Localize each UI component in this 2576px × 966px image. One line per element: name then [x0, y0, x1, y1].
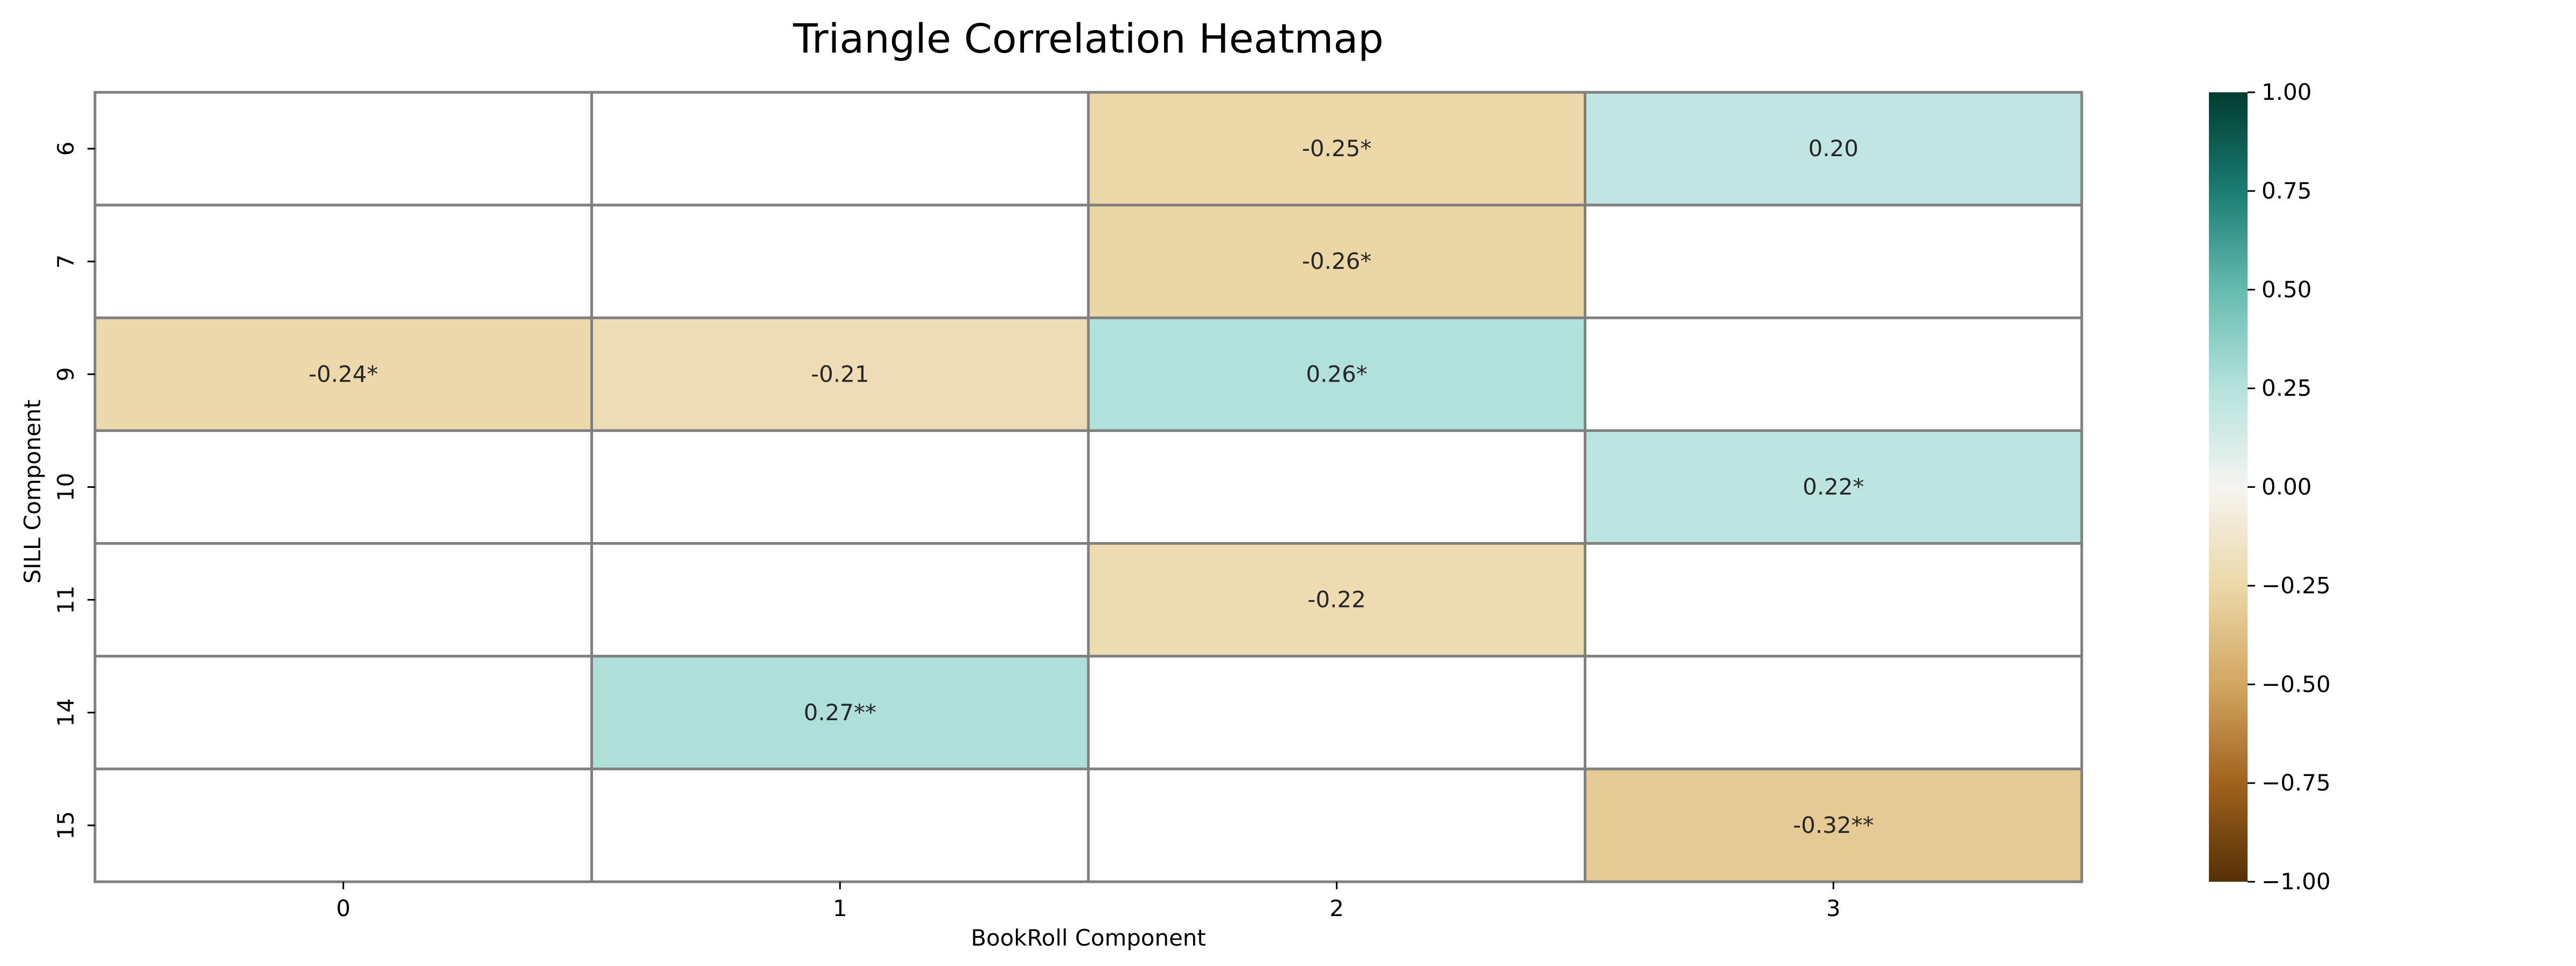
heatmap-cell-empty: [590, 542, 1090, 658]
colorbar-tick-label: −0.25: [2262, 572, 2331, 598]
heatmap-cell: [1087, 91, 1586, 207]
cell-value-label: -0.24*: [309, 361, 378, 387]
heatmap-cell-empty: [93, 542, 593, 658]
cell-value-label: -0.22: [1307, 587, 1366, 613]
chart-title: Triangle Correlation Heatmap: [793, 15, 1384, 62]
heatmap-cell-empty: [1584, 655, 2083, 771]
y-tick-label: 7: [53, 254, 79, 269]
heatmap-cell-empty: [1087, 767, 1586, 883]
cell-value-label: 0.22*: [1803, 474, 1864, 500]
y-axis-label: SILL Component: [19, 399, 46, 583]
colorbar-tick-label: −0.50: [2262, 671, 2331, 697]
heatmap-cell: [1584, 91, 2083, 207]
x-tick-label: 2: [1329, 895, 1344, 921]
heatmap-cell-empty: [93, 767, 593, 883]
colorbar-tick-label: 1.00: [2262, 79, 2312, 105]
y-tick-label: 10: [53, 473, 79, 501]
heatmap-cell: [1087, 203, 1586, 319]
heatmap-cell: [1087, 316, 1586, 432]
heatmap-cells: -0.25* 0.20 -0.26* -0.24* -0.21 0.26* 0.22* -0.…: [93, 91, 2083, 883]
heatmap-cell-empty: [1584, 203, 2083, 319]
heatmap-cell-empty: [1087, 655, 1586, 771]
heatmap-cell-empty: [93, 429, 593, 545]
heatmap-cell-empty: [590, 429, 1090, 545]
x-axis-ticks: 0 1 2 3: [336, 882, 1841, 921]
cell-value-label: 0.20: [1808, 135, 1858, 162]
x-tick-label: 3: [1826, 895, 1841, 921]
y-tick-label: 11: [53, 586, 79, 614]
colorbar-tick-label: −1.00: [2262, 868, 2331, 895]
heatmap-cell-empty: [590, 767, 1090, 883]
heatmap-cell: [1087, 542, 1586, 658]
heatmap-cell: [1584, 767, 2083, 883]
y-tick-label: 15: [53, 811, 79, 839]
y-tick-label: 9: [53, 367, 79, 382]
colorbar-tick-label: 0.25: [2262, 375, 2312, 401]
heatmap-cell-empty: [590, 203, 1090, 319]
heatmap-cell-empty: [590, 91, 1090, 207]
heatmap-cell: [93, 316, 593, 432]
heatmap-cell-empty: [93, 91, 593, 207]
cell-value-label: -0.26*: [1302, 248, 1372, 274]
heatmap-cell-empty: [93, 203, 593, 319]
heatmap-cell-empty: [1584, 316, 2083, 432]
x-axis-label: BookRoll Component: [971, 925, 1206, 951]
colorbar-tick-label: 0.75: [2262, 178, 2312, 204]
colorbar: [2209, 92, 2248, 882]
colorbar-tick-label: 0.00: [2262, 474, 2312, 500]
heatmap-cell-empty: [1087, 429, 1586, 545]
y-tick-label: 6: [53, 142, 79, 156]
cell-value-label: -0.32**: [1793, 812, 1874, 838]
cell-value-label: 0.27**: [803, 699, 876, 726]
colorbar-tick-label: 0.50: [2262, 276, 2312, 303]
heatmap-cell-empty: [1584, 542, 2083, 658]
cell-value-label: -0.21: [811, 361, 869, 387]
cell-value-label: -0.25*: [1302, 135, 1372, 162]
heatmap-cell-empty: [93, 655, 593, 771]
y-tick-label: 14: [53, 698, 79, 727]
x-tick-label: 0: [336, 895, 350, 921]
colorbar-ticks: 1.00 0.75 0.50 0.25 0.00 −0.25 −0.50 −0.75 −1.00: [2248, 79, 2331, 895]
colorbar-tick-label: −0.75: [2262, 770, 2331, 796]
x-tick-label: 1: [833, 895, 847, 921]
y-axis-ticks: 6 7 9 10 11 14 15: [53, 142, 95, 840]
cell-value-label: 0.26*: [1306, 361, 1367, 387]
